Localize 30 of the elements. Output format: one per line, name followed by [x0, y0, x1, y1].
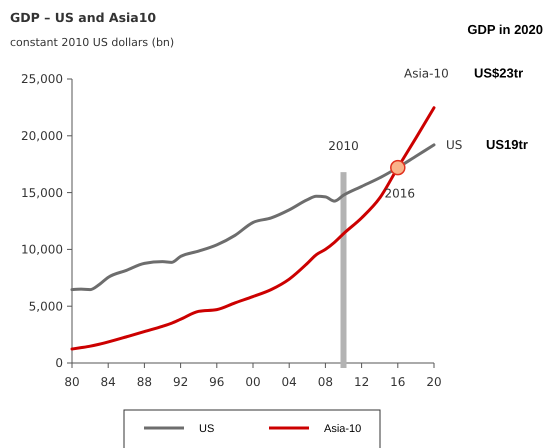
line-series [70, 106, 436, 351]
text: US19tr [486, 136, 528, 152]
text: GDP in 2020 [467, 22, 543, 37]
y-tick-label: 10,000 [21, 242, 63, 257]
y-tick-label: 5,000 [28, 299, 63, 314]
y-tick-label: 20,000 [21, 129, 63, 143]
x-tick-label: 16 [390, 375, 406, 389]
legend-label: Asia-10 [324, 422, 362, 435]
x-tick-label: 04 [282, 375, 297, 389]
x-tick-label: 20 [426, 375, 442, 389]
text: US [446, 138, 462, 152]
y-tick-label: 25,000 [21, 72, 63, 86]
x-tick-label: 00 [245, 375, 261, 389]
x-tick-label: 88 [136, 375, 152, 389]
text: US$23tr [474, 66, 524, 81]
text: Asia-10 [404, 66, 449, 81]
x-tick-label: 12 [354, 375, 370, 389]
y-tick-label: 15,000 [21, 186, 63, 200]
x-tick-label: 08 [318, 375, 334, 389]
chart-subtitle: constant 2010 US dollars (bn) [10, 36, 174, 49]
x-tick-label: 80 [64, 375, 80, 389]
x-tick-label: 92 [172, 375, 188, 389]
x-tick-label: 96 [209, 375, 224, 389]
x-tick-label: 84 [100, 375, 116, 389]
chart-title: GDP – US and Asia10 [10, 10, 156, 25]
annotation: 2016 [384, 186, 416, 201]
line-series [70, 143, 436, 292]
y-tick-label: 0 [55, 356, 63, 370]
legend-label: US [199, 422, 214, 435]
ref-line-label: 2010 [328, 139, 359, 154]
